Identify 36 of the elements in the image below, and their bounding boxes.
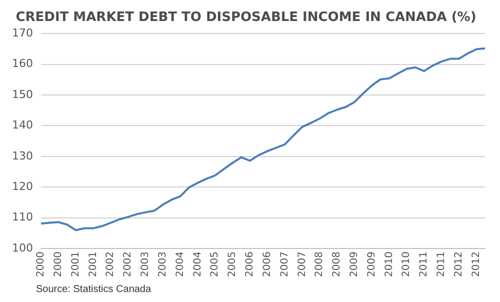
- x-tick-label: 2004: [192, 252, 204, 278]
- y-tick-label: 110: [12, 210, 33, 224]
- x-tick-label: 2007: [279, 252, 290, 278]
- x-tick-label: 2005: [210, 252, 221, 278]
- x-tick-label: 2011: [436, 252, 448, 278]
- x-tick-label: 2003: [157, 252, 168, 278]
- x-tick-label: 2009: [366, 252, 378, 278]
- chart-title: CREDIT MARKET DEBT TO DISPOSABLE INCOME IN CANADA (%): [16, 10, 476, 26]
- y-tick-label: 100: [12, 241, 33, 254]
- x-tick-label: 2010: [401, 252, 412, 278]
- x-tick-label: 2009: [349, 252, 360, 278]
- x-tick-label: 2012: [453, 252, 464, 278]
- x-tick-label: 2002: [122, 252, 134, 278]
- x-tick-label: 2004: [174, 252, 186, 278]
- x-tick-label: 2005: [227, 252, 238, 278]
- y-tick-label: 130: [12, 149, 33, 162]
- x-tick-label: 2012: [470, 252, 482, 278]
- y-tick-label: 140: [12, 118, 33, 132]
- x-tick-label: 2006: [262, 252, 273, 278]
- y-tick-label: 120: [12, 180, 33, 193]
- x-tick-label: 2000: [53, 252, 64, 278]
- x-tick-label: 2006: [244, 252, 256, 278]
- x-tick-label: 2003: [140, 252, 152, 278]
- y-tick-label: 160: [12, 57, 33, 70]
- x-tick-label: 2011: [418, 252, 430, 278]
- y-tick-label: 150: [12, 88, 33, 101]
- x-tick-label: 2002: [105, 252, 116, 278]
- x-tick-label: 2001: [88, 252, 99, 278]
- x-tick-label: 2000: [36, 252, 47, 278]
- source-note: Source: Statistics Canada: [36, 284, 152, 295]
- x-tick-label: 2001: [70, 252, 82, 278]
- x-tick-label: 2007: [296, 252, 308, 278]
- x-tick-label: 2010: [384, 252, 395, 278]
- x-tick-label: 2008: [314, 252, 326, 278]
- x-tick-label: 2008: [332, 252, 343, 278]
- y-tick-label: 170: [12, 26, 33, 40]
